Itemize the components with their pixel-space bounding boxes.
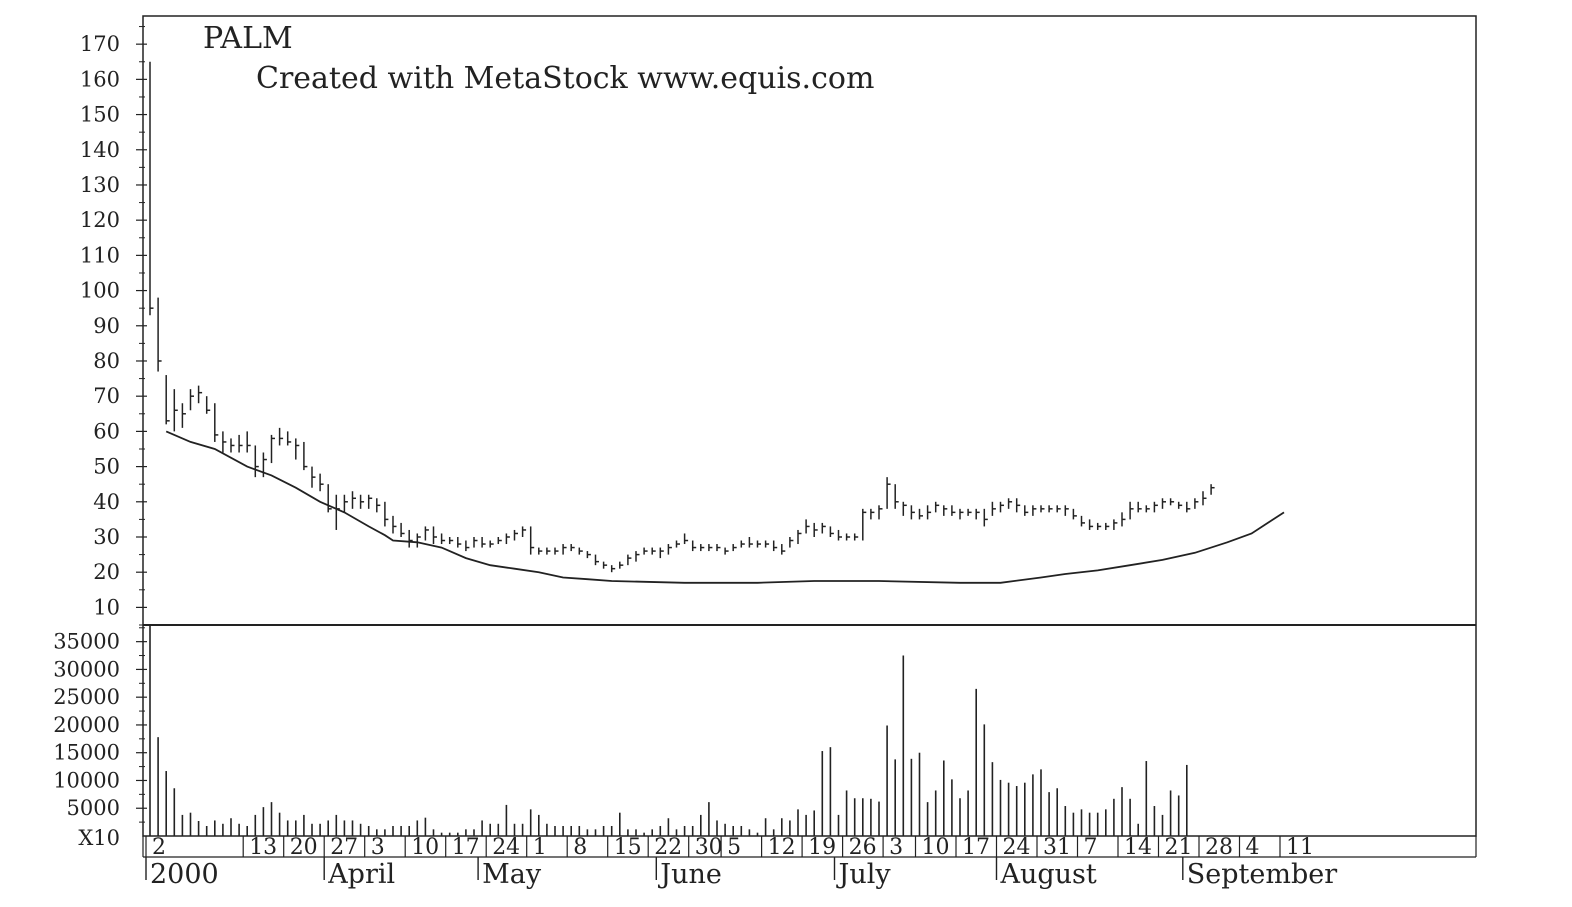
day-tick-label: 31 — [1043, 835, 1071, 860]
month-label: June — [657, 859, 722, 890]
price-tick-label: 110 — [80, 243, 120, 267]
chart-frame — [142, 15, 1477, 858]
volume-tick-label: 30000 — [53, 657, 120, 681]
price-tick-label: 50 — [93, 455, 120, 479]
price-tick-label: 100 — [80, 279, 120, 303]
day-tick-label: 4 — [1246, 835, 1260, 860]
price-tick-label: 150 — [80, 103, 120, 127]
price-tick-label: 80 — [93, 349, 120, 373]
day-tick-label: 24 — [1003, 835, 1031, 860]
price-tick-label: 90 — [93, 314, 120, 338]
month-label: May — [482, 859, 542, 890]
day-tick-label: 15 — [614, 835, 642, 860]
volume-axis: 5000 10000 15000 20000 25000 30000 35000 — [53, 627, 147, 823]
month-label: August — [1000, 859, 1097, 890]
month-label: 2000 — [150, 859, 219, 890]
day-tick-label: 8 — [573, 835, 587, 860]
day-tick-label: 22 — [654, 835, 682, 860]
price-tick-label: 20 — [93, 560, 120, 584]
moving-average-line — [165, 430, 1285, 584]
price-tick-label: 130 — [80, 173, 120, 197]
day-tick-label: 5 — [727, 835, 741, 860]
price-tick-label: 60 — [93, 419, 120, 443]
month-label: July — [836, 859, 892, 890]
day-tick-label: 12 — [768, 835, 796, 860]
price-bars — [149, 61, 1215, 573]
chart-subtitle: Created with MetaStock www.equis.com — [256, 61, 874, 96]
plot-border — [142, 15, 1477, 837]
price-tick-label: 70 — [93, 384, 120, 408]
price-axis: 10 20 30 40 50 60 70 80 90 100 110 120 130 140 150 160 1… — [80, 26, 147, 626]
date-axis: 2 13 20 27 3 10 17 24 1 8 15 22 30 5 12 19 26 3 10 17 24 31 7 1… — [145, 835, 1337, 890]
month-label: April — [327, 859, 395, 890]
chart-title: PALM — [203, 21, 293, 56]
day-tick-label: 30 — [695, 835, 723, 860]
day-tick-label: 28 — [1205, 835, 1233, 860]
day-tick-label: 17 — [452, 835, 480, 860]
day-tick-label: 11 — [1286, 835, 1314, 860]
price-tick-label: 120 — [80, 208, 120, 232]
day-tick-label: 26 — [849, 835, 877, 860]
price-tick-label: 10 — [93, 595, 120, 619]
price-tick-label: 170 — [80, 32, 120, 56]
volume-tick-label: 15000 — [53, 741, 120, 765]
day-tick-label: 3 — [371, 835, 385, 860]
day-tick-label: 1 — [533, 835, 547, 860]
day-tick-label: 21 — [1165, 835, 1193, 860]
day-tick-label: 7 — [1084, 835, 1098, 860]
volume-unit-label: X10 — [78, 826, 120, 850]
price-tick-label: 140 — [80, 138, 120, 162]
day-tick-label: 19 — [808, 835, 836, 860]
day-tick-label: 17 — [962, 835, 990, 860]
month-label: September — [1187, 859, 1337, 890]
volume-tick-label: 25000 — [53, 685, 120, 709]
day-tick-label: 27 — [330, 835, 358, 860]
volume-bars — [149, 625, 1188, 836]
day-tick-label: 3 — [889, 835, 903, 860]
volume-tick-label: 20000 — [53, 713, 120, 737]
price-tick-label: 160 — [80, 67, 120, 91]
day-tick-label: 20 — [290, 835, 318, 860]
volume-tick-label: 35000 — [53, 630, 120, 654]
volume-tick-label: 5000 — [67, 796, 120, 820]
day-tick-label: 2 — [152, 835, 166, 860]
price-tick-label: 40 — [93, 490, 120, 514]
price-tick-label: 30 — [93, 525, 120, 549]
day-tick-label: 10 — [922, 835, 950, 860]
day-tick-label: 14 — [1124, 835, 1152, 860]
day-tick-label: 24 — [492, 835, 520, 860]
day-tick-label: 10 — [411, 835, 439, 860]
volume-tick-label: 10000 — [53, 768, 120, 792]
day-tick-label: 13 — [249, 835, 277, 860]
